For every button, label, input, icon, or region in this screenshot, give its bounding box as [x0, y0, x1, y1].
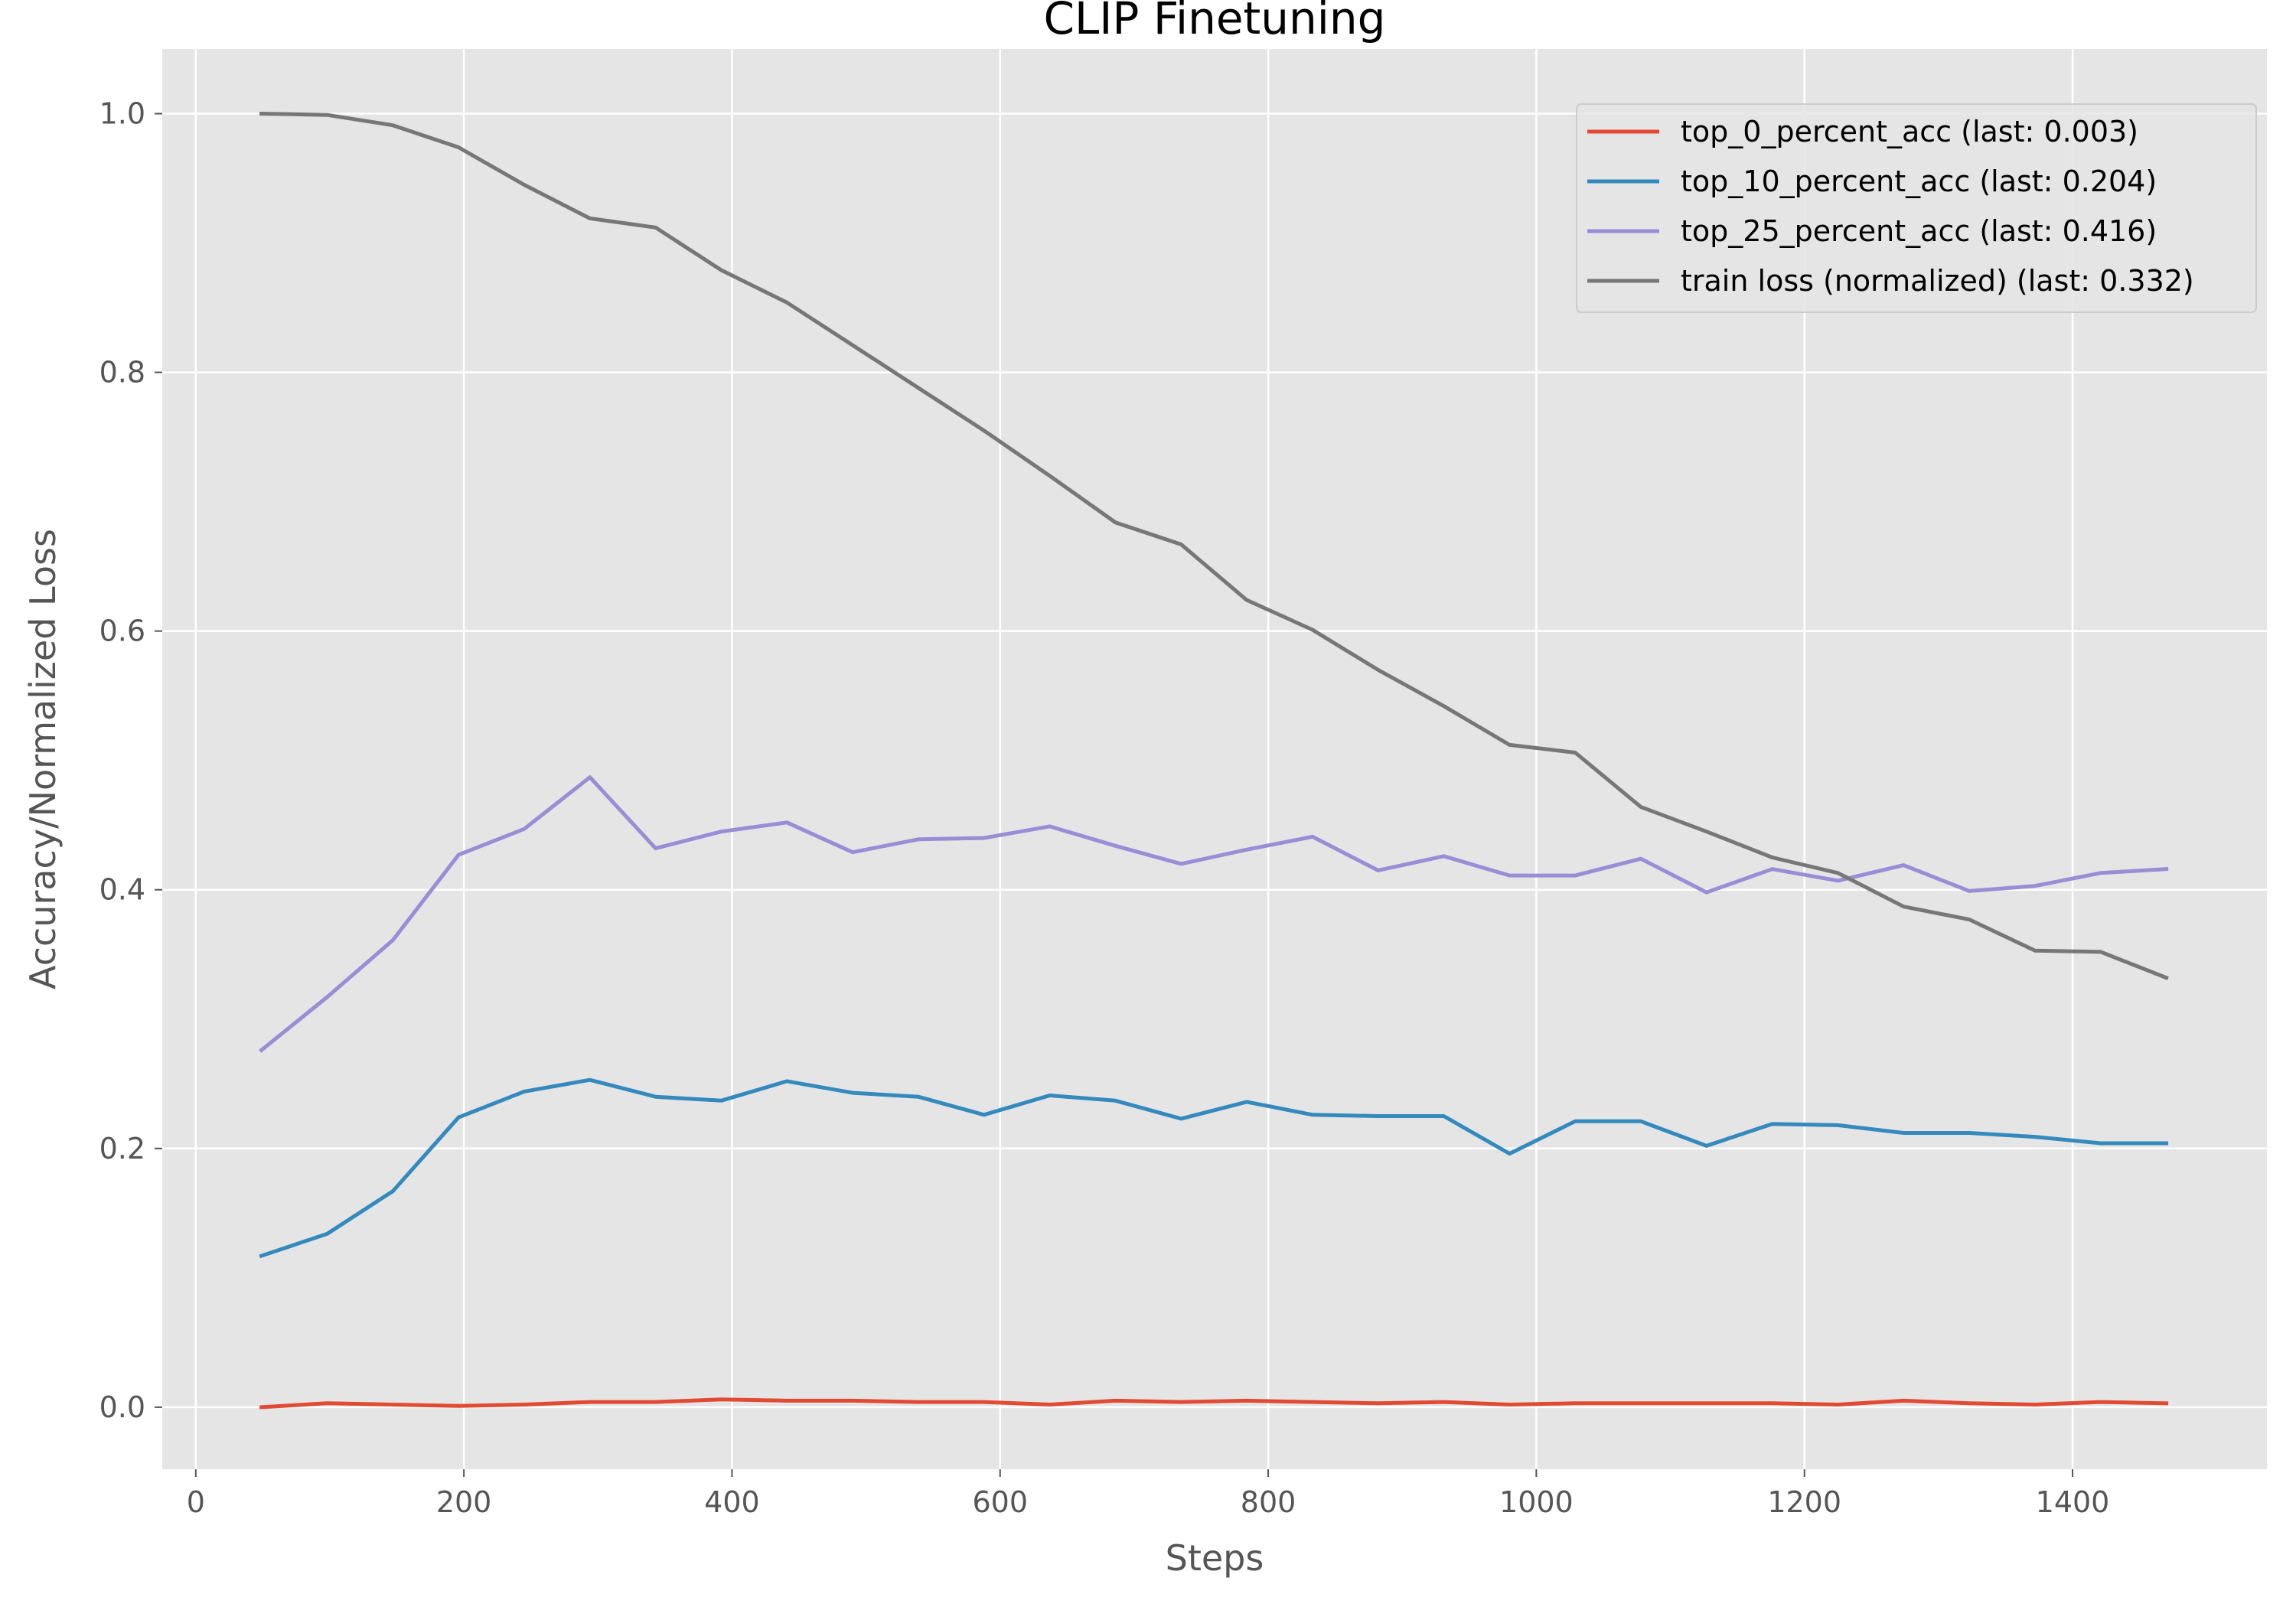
series-line: [259, 111, 2169, 980]
legend-entry: train loss (normalized) (last: 0.332): [1681, 264, 2194, 298]
y-tick-label: 1.0: [99, 97, 145, 131]
x-tick-label: 1000: [1499, 1485, 1574, 1519]
x-tick-label: 800: [1241, 1485, 1296, 1519]
x-tick-label: 200: [436, 1485, 492, 1519]
x-tick-label: 1200: [1767, 1485, 1841, 1519]
y-axis-label: Accuracy/Normalized Loss: [22, 529, 64, 989]
x-axis-label: Steps: [1166, 1537, 1264, 1579]
x-tick-label: 400: [704, 1485, 760, 1519]
y-tick-label: 0.6: [99, 614, 145, 648]
series-line: [259, 1077, 2169, 1259]
legend-entry: top_0_percent_acc (last: 0.003): [1681, 115, 2138, 148]
y-tick-label: 0.8: [99, 356, 145, 390]
y-tick-label: 0.4: [99, 873, 145, 907]
y-tick-label: 0.2: [99, 1132, 145, 1165]
legend-entry: top_25_percent_acc (last: 0.416): [1681, 214, 2157, 248]
grid: [162, 49, 2267, 1469]
series-line: [259, 1397, 2169, 1410]
x-tick-label: 1400: [2036, 1485, 2110, 1519]
y-tick-label: 0.0: [99, 1390, 145, 1424]
chart-title: CLIP Finetuning: [1044, 0, 1386, 44]
legend-box: [1576, 103, 2257, 313]
axis-ticks: 0 200 400 600 800 1000 1200 1400 0.0 0.2 0.4 0.6 0.8…: [99, 97, 2110, 1519]
series-lines: [259, 111, 2169, 1410]
legend: top_0_percent_acc (last: 0.003) top_10_pe…: [1576, 103, 2257, 313]
x-tick-label: 600: [972, 1485, 1028, 1519]
legend-entry: top_10_percent_acc (last: 0.204): [1681, 165, 2157, 198]
x-tick-label: 0: [187, 1485, 205, 1519]
